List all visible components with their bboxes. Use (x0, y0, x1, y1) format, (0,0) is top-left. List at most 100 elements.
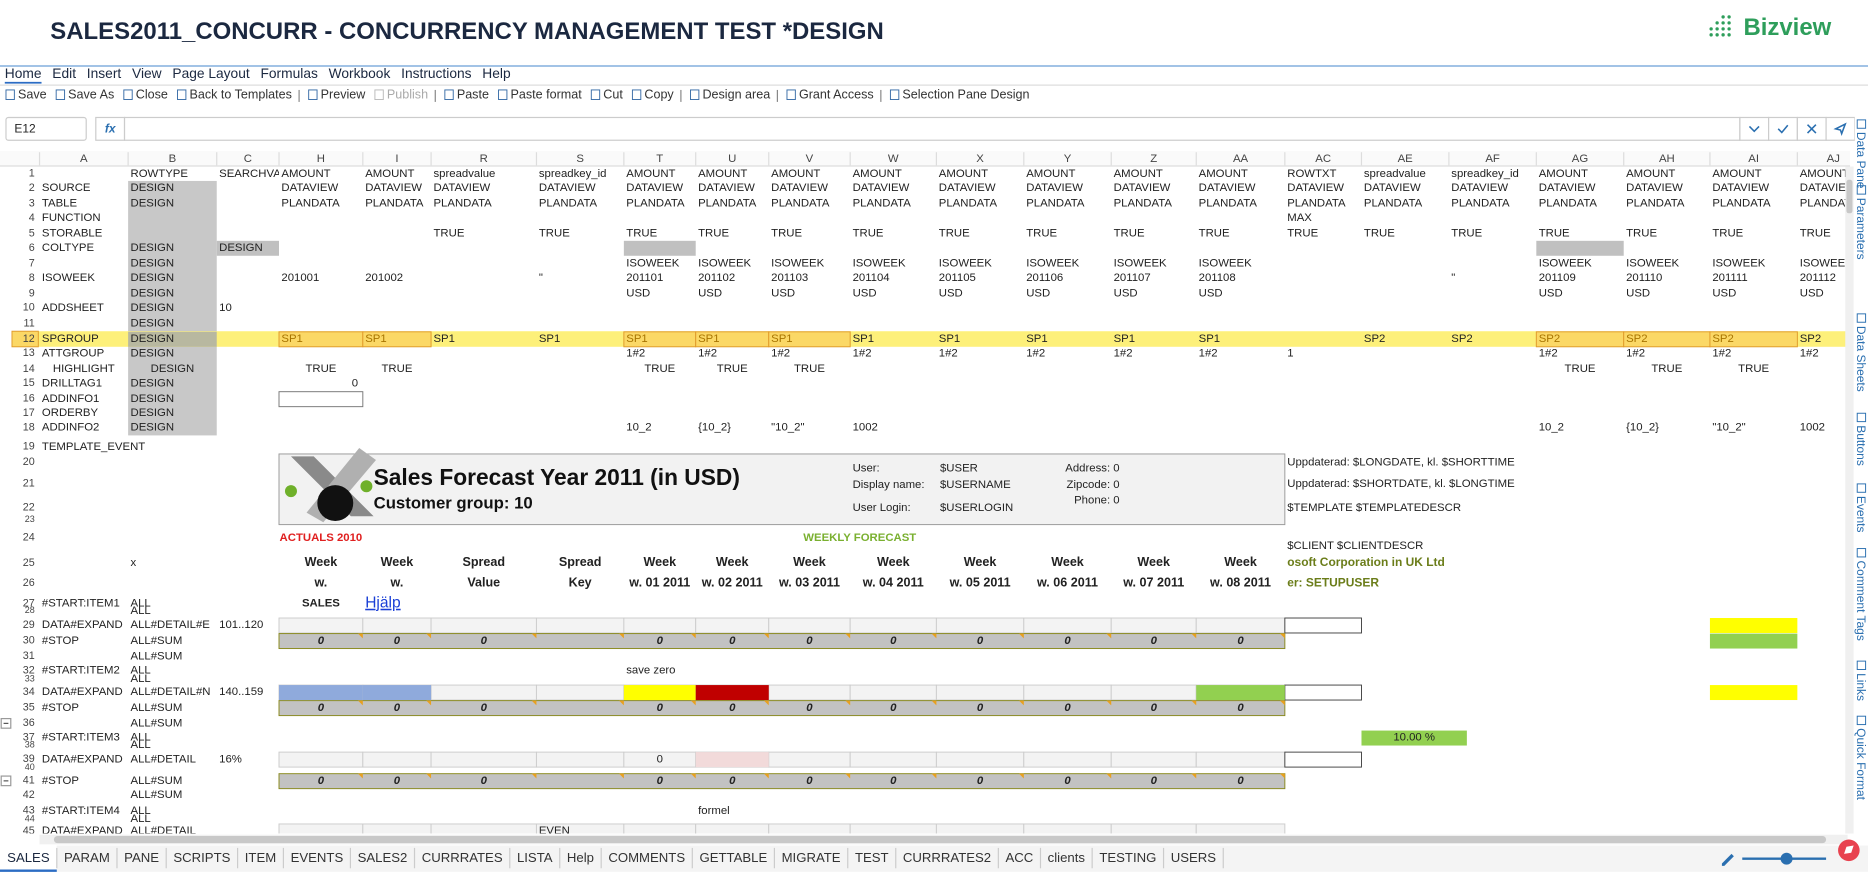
cell-text: ISOWEEK (939, 258, 992, 270)
sheet-tab[interactable]: PARAM (64, 850, 110, 865)
help-link[interactable]: Hjälp (365, 595, 400, 612)
menu-item[interactable]: Workbook (329, 66, 391, 81)
tool-button[interactable]: Design area (702, 88, 770, 102)
menu-item[interactable]: Help (482, 66, 511, 81)
sheet-tab[interactable]: COMMENTS (608, 850, 685, 865)
cell-text: AMOUNT (1712, 168, 1761, 180)
side-tab[interactable]: Data Pane (1854, 132, 1868, 189)
menu-item[interactable]: Insert (87, 66, 122, 81)
sheet-tab[interactable]: clients (1048, 850, 1086, 865)
cell-marker (1019, 633, 1024, 639)
menu-item[interactable]: Page Layout (172, 66, 249, 81)
menu-item[interactable]: View (132, 66, 162, 81)
row-number: 27 (23, 597, 35, 609)
tool-button[interactable]: Back to Templates (189, 88, 291, 102)
formula-button[interactable] (1739, 116, 1770, 141)
row-number: 33 (25, 673, 35, 683)
sheet-tab[interactable]: SCRIPTS (173, 850, 230, 865)
sheet-tab[interactable]: SALES (7, 850, 50, 865)
zoom-thumb[interactable] (1780, 852, 1793, 865)
cell-text: DESIGN (131, 377, 175, 389)
tool-button[interactable]: Close (136, 88, 168, 102)
side-tab[interactable]: Comment Tags (1854, 561, 1868, 641)
sheet-tab[interactable]: TESTING (1099, 850, 1156, 865)
column-header: B (169, 153, 177, 165)
cell-text: Spread (462, 555, 505, 569)
edit-icon[interactable] (1721, 853, 1734, 866)
cell-text: w. 02 2011 (701, 576, 763, 590)
chat-icon (1844, 845, 1854, 854)
sheet-tab[interactable]: SALES2 (358, 850, 408, 865)
cell-text: 201110 (1626, 272, 1662, 284)
cell-text: PLANDATA (1199, 198, 1258, 210)
tool-button[interactable]: Paste (457, 88, 489, 102)
tool-button[interactable]: Save (18, 88, 47, 102)
tool-icon (444, 89, 454, 100)
cell-text: SP1 (433, 333, 454, 345)
input-cell (623, 617, 697, 634)
cell-text: ISOWEEK (698, 258, 751, 270)
sheet-tab[interactable]: ACC (1006, 850, 1034, 865)
cell-text: DESIGN (131, 302, 175, 314)
tool-button[interactable]: Copy (644, 88, 674, 102)
side-tab[interactable]: Quick Format (1854, 728, 1868, 800)
sheet-tab[interactable]: EVENTS (291, 850, 344, 865)
sheet-tab[interactable]: PANE (124, 850, 159, 865)
cell-text: SP2 (1364, 333, 1385, 345)
column-header: AI (1748, 153, 1759, 165)
column-header-bar (0, 151, 1851, 167)
cell-text: ISOWEEK (1026, 258, 1079, 270)
sheet-tab[interactable]: GETTABLE (699, 850, 767, 865)
tool-button[interactable]: Publish (387, 88, 428, 102)
menu-item[interactable]: Home (5, 66, 42, 81)
logo-dot (1727, 33, 1731, 37)
tool-button[interactable]: Grant Access (799, 88, 874, 102)
tool-button[interactable]: Save As (68, 88, 114, 102)
menu-item[interactable]: Instructions (401, 66, 472, 81)
contact-field: Phone: 0 (1074, 495, 1119, 507)
tool-button[interactable]: Paste format (511, 88, 583, 102)
cell-marker (531, 633, 537, 639)
h-scroll-thumb[interactable] (53, 835, 1827, 844)
cell-text: PLANDATA (1800, 198, 1859, 210)
sheet-tab[interactable]: MIGRATE (782, 850, 841, 865)
menu-item[interactable]: Edit (52, 66, 76, 81)
formula-button-icon (1777, 124, 1789, 134)
side-tab[interactable]: Buttons (1854, 425, 1868, 466)
cell-fill (128, 331, 217, 347)
side-tab[interactable]: Data Sheets (1854, 326, 1868, 392)
input-cell (1023, 751, 1112, 768)
side-tab[interactable]: Links (1854, 673, 1868, 701)
sheet-tab[interactable]: USERS (1171, 850, 1217, 865)
formula-button[interactable] (1825, 116, 1856, 141)
cell-text: DATAVIEW (281, 182, 338, 194)
input-cell (430, 617, 537, 634)
cell-text: ALL (131, 805, 151, 817)
sheet-tab[interactable]: LISTA (517, 850, 553, 865)
cell-marker (690, 773, 696, 779)
cell-text: USD (698, 288, 722, 300)
side-tab[interactable]: Parameters (1854, 198, 1868, 260)
sheet-tab[interactable]: Help (567, 850, 594, 865)
cell-text: TRUE (1287, 228, 1318, 240)
tool-button[interactable]: Selection Pane Design (902, 88, 1029, 102)
formula-input[interactable] (123, 116, 1741, 141)
row-number: 39 (23, 753, 35, 765)
cell-text: COLTYPE (42, 242, 95, 254)
cell-text: DATAVIEW (1451, 182, 1508, 194)
sheet-tab[interactable]: TEST (855, 850, 889, 865)
cell-text: AMOUNT (365, 168, 414, 180)
side-tab[interactable]: Events (1854, 496, 1868, 533)
formula-button[interactable] (1768, 116, 1798, 141)
menu-item[interactable]: Formulas (260, 66, 317, 81)
tool-button[interactable]: Cut (603, 88, 623, 102)
sheet-tab[interactable]: ITEM (245, 850, 276, 865)
sheet-tab[interactable]: CURRRATES2 (903, 850, 991, 865)
tool-button[interactable]: Preview (321, 88, 367, 102)
row-number: 8 (29, 272, 35, 284)
cell-text: 0 (1151, 775, 1158, 787)
v-scroll-thumb[interactable] (1846, 179, 1853, 214)
cell-marker (931, 633, 937, 639)
sheet-tab[interactable]: CURRRATES (422, 850, 503, 865)
